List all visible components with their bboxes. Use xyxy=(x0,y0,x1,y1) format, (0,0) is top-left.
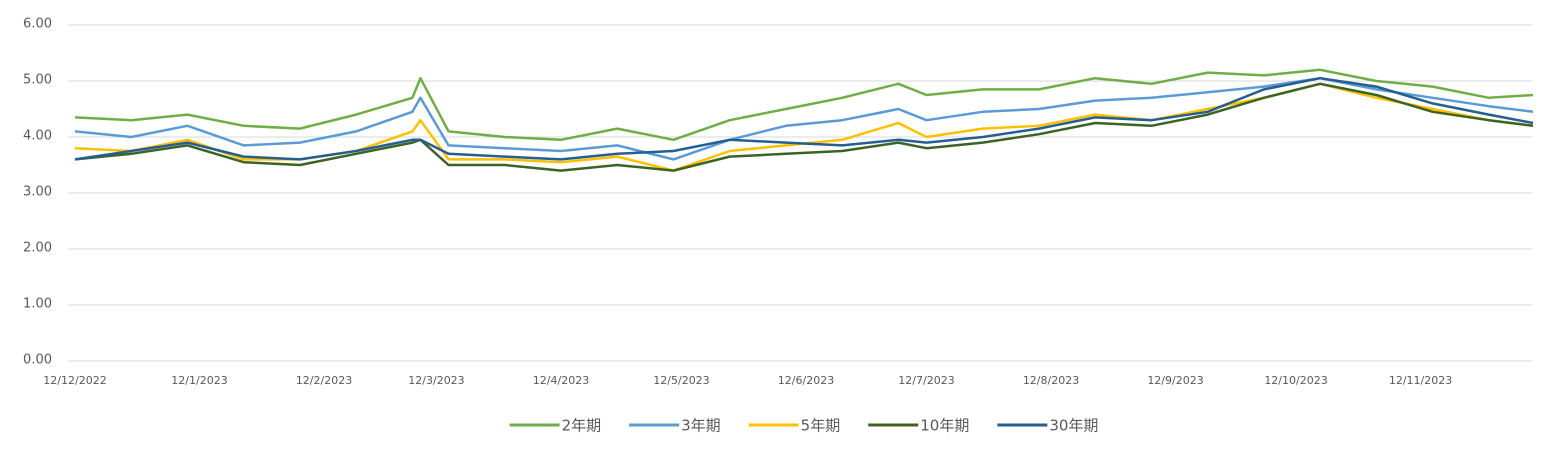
x-tick-label: 12/6/2023 xyxy=(778,374,834,387)
y-tick-label: 5.00 xyxy=(23,73,52,88)
series-line xyxy=(74,76,1534,161)
series-line xyxy=(74,76,1534,161)
x-tick-label: 12/1/2023 xyxy=(171,374,227,387)
y-tick-label: 0.00 xyxy=(23,353,52,368)
x-tick-label: 12/3/2023 xyxy=(408,374,464,387)
x-tick-label: 12/9/2023 xyxy=(1147,374,1203,387)
legend-label: 2年期 xyxy=(562,417,602,435)
x-tick-label: 12/7/2023 xyxy=(898,374,954,387)
x-tick-label: 12/5/2023 xyxy=(653,374,709,387)
legend-label: 3年期 xyxy=(681,417,721,435)
x-tick-label: 12/4/2023 xyxy=(533,374,589,387)
x-tick-label: 12/2/2023 xyxy=(296,374,352,387)
x-tick-label: 12/11/2023 xyxy=(1389,374,1452,387)
series-line xyxy=(74,68,1534,142)
legend-label: 30年期 xyxy=(1049,417,1098,435)
y-tick-label: 4.00 xyxy=(23,129,52,144)
legend-item: 5年期 xyxy=(748,417,841,435)
legend-label: 10年期 xyxy=(920,417,969,435)
legend-item: 30年期 xyxy=(997,417,1098,435)
y-tick-label: 6.00 xyxy=(23,17,52,32)
y-tick-label: 2.00 xyxy=(23,241,52,256)
legend-item: 10年期 xyxy=(868,417,969,435)
legend-label: 5年期 xyxy=(801,417,841,435)
y-tick-label: 1.00 xyxy=(23,297,52,312)
legend-item: 3年期 xyxy=(629,417,721,435)
x-tick-label: 12/8/2023 xyxy=(1023,374,1079,387)
x-tick-label: 12/10/2023 xyxy=(1264,374,1327,387)
legend-item: 2年期 xyxy=(509,417,602,435)
x-tick-label: 12/12/2022 xyxy=(43,374,106,387)
y-tick-label: 3.00 xyxy=(23,185,52,200)
series-line xyxy=(74,82,1534,172)
